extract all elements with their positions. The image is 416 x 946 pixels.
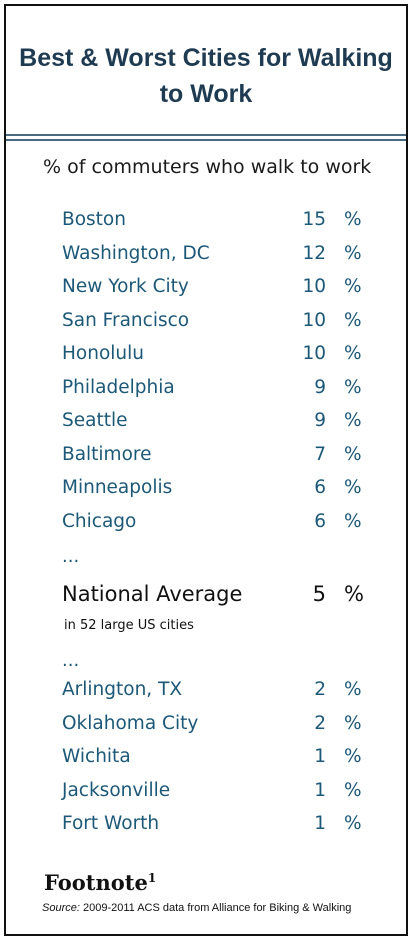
walk-share-value: 12 [302,242,326,264]
walk-share-value: 1 [314,746,326,767]
percent-unit: % [344,679,362,700]
walk-share-value: 6 [314,510,326,532]
percent-unit: % [344,746,362,767]
city-row: Oklahoma City 2% [6,713,406,743]
city-name: Seattle [62,410,128,431]
city-name: Chicago [62,510,137,532]
city-name: New York City [62,276,189,297]
percent-unit: % [344,209,362,230]
city-name: Arlington, TX [62,679,183,700]
city-row: San Francisco 10% [6,310,406,340]
walk-share-value: 1 [314,813,326,834]
source-note: Source: 2009-2011 ACS data from Alliance… [42,902,351,914]
walk-share-value: 2 [314,679,326,700]
percent-unit: % [344,510,362,532]
percent-unit: % [344,343,362,364]
walk-share-value: 9 [314,410,326,431]
brand-superscript: 1 [147,871,157,885]
percent-unit: % [344,779,362,801]
city-name: Oklahoma City [62,712,199,734]
city-name: Wichita [62,746,131,767]
walk-share-value: 1 [314,779,326,801]
city-name: San Francisco [62,309,190,331]
percent-unit: % [344,376,362,398]
city-row: Washington, DC 12% [6,243,406,273]
walk-share-value: 10 [302,343,326,364]
percent-unit: % [344,477,362,498]
city-name: Honolulu [62,343,145,364]
city-row: New York City 10% [6,276,406,306]
city-name: Baltimore [62,443,152,465]
footnote-logo: Footnote1 [44,870,156,895]
city-row: Minneapolis 6% [6,477,406,507]
city-row: Seattle 9% [6,410,406,440]
percent-unit: % [344,712,362,734]
walk-share-value: 9 [314,376,326,398]
title-rule-top [6,134,406,136]
city-row: Fort Worth 1% [6,813,406,843]
walk-share-value: 10 [302,309,326,331]
city-row: Honolulu 10% [6,343,406,373]
percent-unit: % [344,443,362,465]
city-name: National Average [62,582,243,606]
walk-share-value: 6 [314,477,326,498]
city-row: Boston 15% [6,209,406,239]
city-row: Arlington, TX 2% [6,679,406,709]
national-average-row: National Average 5% [6,582,406,612]
percent-unit: % [344,410,362,431]
walking-cities-card: Best & Worst Cities for Walking to Work … [4,4,408,936]
walk-share-value: 10 [302,276,326,297]
percent-unit: % [344,242,362,264]
percent-unit: % [344,309,362,331]
city-name: Philadelphia [62,376,175,398]
source-text: 2009-2011 ACS data from Alliance for Bik… [79,902,352,914]
city-name: Washington, DC [62,242,210,264]
percent-unit: % [344,813,362,834]
source-label: Source: [42,902,80,914]
walk-share-value: 15 [302,209,326,230]
national-average-note: in 52 large US cities [64,618,194,633]
walk-share-value: 2 [314,712,326,734]
city-row: Wichita 1% [6,746,406,776]
walk-share-value: 7 [314,443,326,465]
city-row: Jacksonville 1% [6,780,406,810]
walk-share-value: 5 [312,582,326,606]
title-rule-bottom [6,139,406,141]
percent-unit: % [344,582,364,606]
city-row: Baltimore 7% [6,444,406,474]
ellipsis: ... [62,650,80,671]
brand-name: Footnote [44,870,148,895]
city-name: Jacksonville [62,779,171,801]
city-name: Minneapolis [62,477,173,498]
city-name: Boston [62,209,126,230]
ellipsis: ... [62,546,80,567]
chart-subtitle: % of commuters who walk to work [43,156,372,178]
city-name: Fort Worth [62,813,160,834]
city-row: Philadelphia 9% [6,377,406,407]
percent-unit: % [344,276,362,297]
chart-title: Best & Worst Cities for Walking to Work [19,44,393,108]
city-row: Chicago 6% [6,511,406,541]
